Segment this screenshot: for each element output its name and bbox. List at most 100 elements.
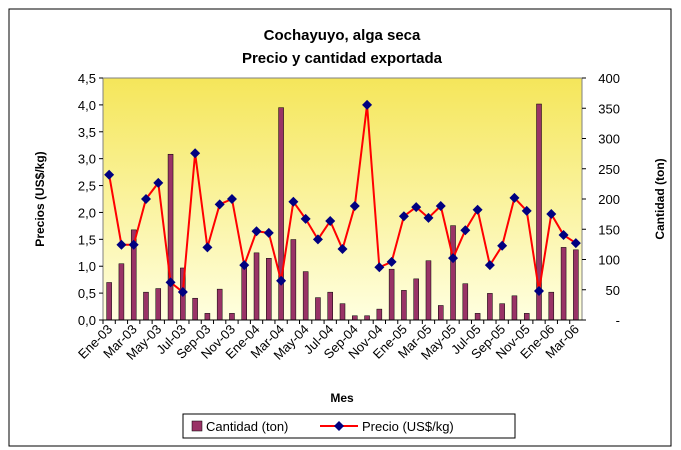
- y2-axis-label: Cantidad (ton): [653, 158, 667, 239]
- bar: [192, 297, 198, 321]
- legend-swatch: [191, 420, 203, 432]
- y-tick-label: 3,5: [78, 125, 96, 140]
- marker: [521, 205, 532, 216]
- y-tick-label: 1,5: [78, 232, 96, 247]
- bar: [438, 305, 444, 321]
- bar: [401, 290, 407, 321]
- bar: [511, 295, 518, 321]
- legend-label: Cantidad (ton): [206, 419, 288, 434]
- marker: [411, 202, 422, 213]
- marker: [448, 253, 459, 264]
- bar: [413, 278, 419, 321]
- marker: [497, 240, 508, 251]
- bar: [327, 291, 333, 321]
- marker: [386, 256, 397, 267]
- marker: [509, 192, 520, 203]
- bar: [474, 313, 481, 321]
- marker: [472, 204, 483, 215]
- chart-title: Cochayuyo, alga seca: [264, 27, 421, 44]
- marker: [325, 216, 336, 227]
- y-tick-label: 4,0: [78, 98, 96, 113]
- bar: [573, 249, 579, 321]
- bar: [560, 247, 567, 321]
- marker: [226, 194, 237, 204]
- bar: [106, 282, 112, 321]
- marker: [435, 200, 446, 211]
- marker: [239, 260, 250, 271]
- bar: [167, 153, 174, 321]
- y2-tick-label: 300: [598, 132, 620, 147]
- bar: [229, 313, 235, 321]
- y-tick-label: 2,0: [78, 205, 96, 220]
- bar: [462, 283, 469, 321]
- bar: [487, 293, 493, 321]
- marker: [128, 239, 139, 250]
- bar: [339, 303, 346, 321]
- y2-tick-label: 150: [598, 222, 620, 237]
- marker: [349, 200, 360, 211]
- x-axis-label: Mes: [330, 391, 354, 405]
- bar: [118, 263, 125, 321]
- marker: [202, 242, 213, 253]
- marker: [558, 230, 569, 241]
- bar: [241, 265, 247, 321]
- marker: [312, 234, 323, 245]
- bar: [290, 239, 297, 321]
- y-tick-label: 4,5: [78, 71, 96, 86]
- marker: [546, 209, 557, 220]
- bar: [364, 315, 370, 321]
- marker: [337, 244, 348, 255]
- marker: [263, 227, 274, 238]
- marker: [362, 99, 373, 110]
- marker: [140, 194, 151, 204]
- bar: [425, 260, 432, 321]
- marker: [165, 277, 176, 288]
- bar: [523, 313, 530, 321]
- bar: [204, 313, 211, 321]
- bar: [352, 315, 358, 321]
- y2-tick-label: 350: [598, 101, 620, 116]
- marker: [190, 148, 201, 159]
- chart-subtitle: Precio y cantidad exportada: [242, 50, 443, 67]
- marker: [251, 226, 262, 237]
- marker: [398, 211, 409, 222]
- y-axis-label: Precios (US$/kg): [33, 151, 47, 246]
- bar: [376, 308, 383, 321]
- y-tick-label: 1,0: [78, 259, 96, 274]
- marker: [153, 177, 164, 188]
- marker: [300, 213, 311, 224]
- y2-tick-label: 200: [598, 192, 620, 207]
- marker: [423, 212, 434, 223]
- marker: [534, 285, 545, 296]
- y-tick-label: 0,0: [78, 313, 96, 328]
- marker: [214, 199, 225, 210]
- plot-area: [102, 77, 583, 321]
- bar: [155, 288, 162, 321]
- y-tick-label: 0,5: [78, 286, 96, 301]
- marker: [484, 260, 495, 271]
- marker: [116, 239, 127, 250]
- bar: [450, 225, 456, 321]
- y-tick-label: 2,5: [78, 179, 96, 194]
- bar: [499, 303, 505, 321]
- marker: [374, 262, 385, 273]
- marker: [177, 287, 188, 298]
- bar: [143, 291, 149, 321]
- bar: [388, 268, 395, 321]
- y2-tick-label: 100: [598, 253, 620, 268]
- bar: [278, 107, 284, 321]
- y2-tick-label: -: [616, 313, 620, 328]
- bar: [216, 288, 223, 321]
- legend-label: Precio (US$/kg): [362, 419, 454, 434]
- marker: [570, 238, 581, 249]
- bar: [253, 252, 260, 321]
- bar: [548, 291, 555, 321]
- bar: [315, 297, 321, 321]
- marker: [288, 196, 299, 207]
- bar: [266, 258, 272, 321]
- marker: [104, 169, 115, 180]
- y2-tick-label: 250: [598, 162, 620, 177]
- y-tick-label: 3,0: [78, 152, 96, 167]
- y2-tick-label: 400: [598, 71, 620, 86]
